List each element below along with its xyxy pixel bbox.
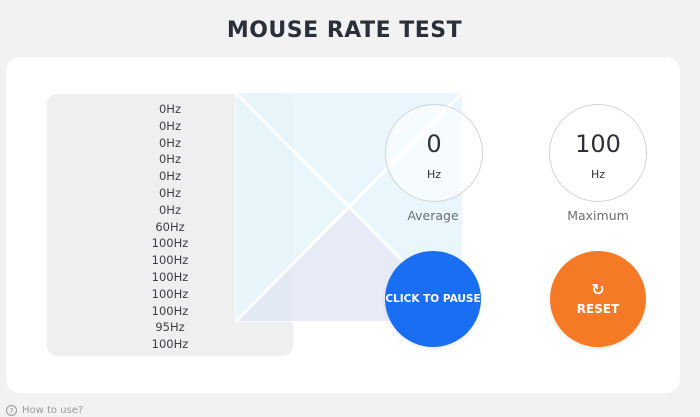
page-title: MOUSE RATE TEST [226,18,463,43]
rate-log-entry: 100Hz [151,286,189,301]
rate-log-entry: 100Hz [151,236,189,251]
rate-log-entry: 0Hz [158,118,181,133]
how-to-use-label: How to use? [22,405,84,416]
how-to-use-link[interactable]: ? How to use? [6,405,83,416]
maximum-rate-value: 100 [575,129,621,158]
rate-log-list: 0Hz 0Hz 0Hz 0Hz 0Hz 0Hz 0Hz 60Hz 100Hz 100Hz 100Hz… [47,101,293,356]
rate-log-entry: 0Hz [158,152,181,167]
rate-log-entry: 0Hz [158,185,181,200]
rate-log-entry: 100Hz [151,269,189,284]
reset-icon: ↻ [591,280,605,299]
rate-log-entry: 95Hz [155,320,185,335]
rate-log-entry: 100Hz [151,337,189,352]
rate-log-entry: 0Hz [158,102,181,116]
rate-log-entry: 0Hz [158,169,181,184]
average-rate-display: 0 Hz [385,104,483,202]
pause-button-label: CLICK TO PAUSE [385,293,481,305]
maximum-label: Maximum [567,208,629,223]
rate-log-entry: 100Hz [151,253,189,268]
pause-button[interactable]: CLICK TO PAUSE [385,251,481,347]
rate-log-entry: 60Hz [155,219,185,234]
reset-button-label: RESET [576,302,620,316]
rate-log-entry: 100Hz [47,353,293,356]
rate-log-entry: 0Hz [158,202,181,217]
average-rate-unit: Hz [426,167,442,181]
average-label: Average [407,208,459,223]
maximum-rate-unit: Hz [590,167,606,181]
help-icon: ? [6,405,17,416]
rate-log-entry: 0Hz [158,135,181,150]
average-rate-value: 0 [426,129,442,158]
maximum-rate-display: 100 Hz [549,104,647,202]
reset-button[interactable]: ↻ RESET [550,251,646,347]
rate-log-entry: 100Hz [151,303,189,318]
